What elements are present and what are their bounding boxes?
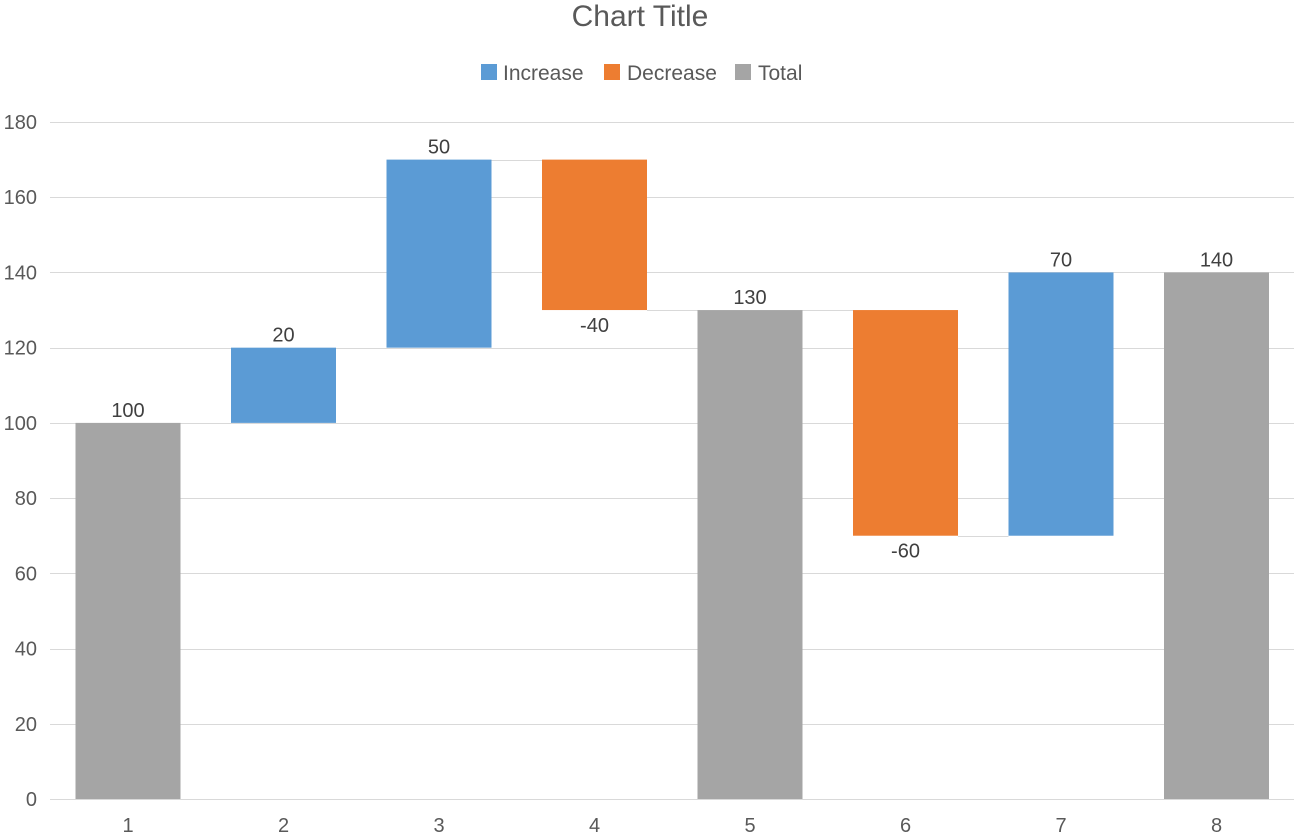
data-label-8: 140: [1200, 249, 1233, 271]
bar-1-total: [75, 422, 181, 799]
bar-2-increase: [231, 347, 336, 423]
legend-label-increase: Increase: [503, 62, 584, 85]
x-tick-label: 5: [744, 815, 755, 837]
y-axis: 0 20 40 60 80 100 120 140 160 180: [4, 112, 37, 811]
x-tick-label: 4: [589, 815, 600, 837]
legend-label-total: Total: [758, 62, 802, 85]
y-tick-label: 80: [15, 488, 37, 510]
chart-title: Chart Title: [572, 0, 709, 33]
y-tick-label: 0: [26, 789, 37, 811]
x-tick-label: 2: [278, 815, 289, 837]
y-tick-label: 60: [15, 563, 37, 585]
y-tick-label: 40: [15, 639, 37, 661]
legend: Increase Decrease Total: [481, 62, 802, 85]
data-label-6: -60: [891, 541, 920, 563]
legend-swatch-total: [735, 64, 751, 80]
legend-label-decrease: Decrease: [627, 62, 717, 85]
x-tick-label: 6: [900, 815, 911, 837]
data-label-2: 20: [272, 325, 294, 347]
data-label-5: 130: [733, 287, 766, 309]
y-tick-label: 20: [15, 714, 37, 736]
bar-6-decrease: [853, 310, 958, 536]
bar-7-increase: [1008, 272, 1114, 536]
data-labels: 100 20 50 -40 130 -60 70 140: [111, 137, 1233, 563]
x-tick-label: 1: [122, 815, 133, 837]
x-axis: 1 2 3 4 5 6 7 8: [122, 815, 1222, 837]
y-tick-label: 100: [4, 413, 37, 435]
bars: [75, 159, 1269, 799]
x-tick-label: 3: [433, 815, 444, 837]
y-tick-label: 160: [4, 187, 37, 209]
bar-3-increase: [386, 159, 492, 348]
x-tick-label: 8: [1211, 815, 1222, 837]
x-tick-label: 7: [1055, 815, 1066, 837]
bar-5-total: [697, 310, 803, 799]
legend-swatch-increase: [481, 64, 497, 80]
data-label-3: 50: [428, 137, 450, 159]
bar-4-decrease: [542, 159, 647, 311]
data-label-7: 70: [1050, 249, 1072, 271]
data-label-4: -40: [580, 315, 609, 337]
connector-lines: [180, 160, 1164, 537]
data-label-1: 100: [111, 400, 144, 422]
y-tick-label: 120: [4, 338, 37, 360]
y-tick-label: 140: [4, 262, 37, 284]
legend-swatch-decrease: [604, 64, 620, 80]
bar-8-total: [1164, 272, 1269, 799]
y-tick-label: 180: [4, 112, 37, 134]
